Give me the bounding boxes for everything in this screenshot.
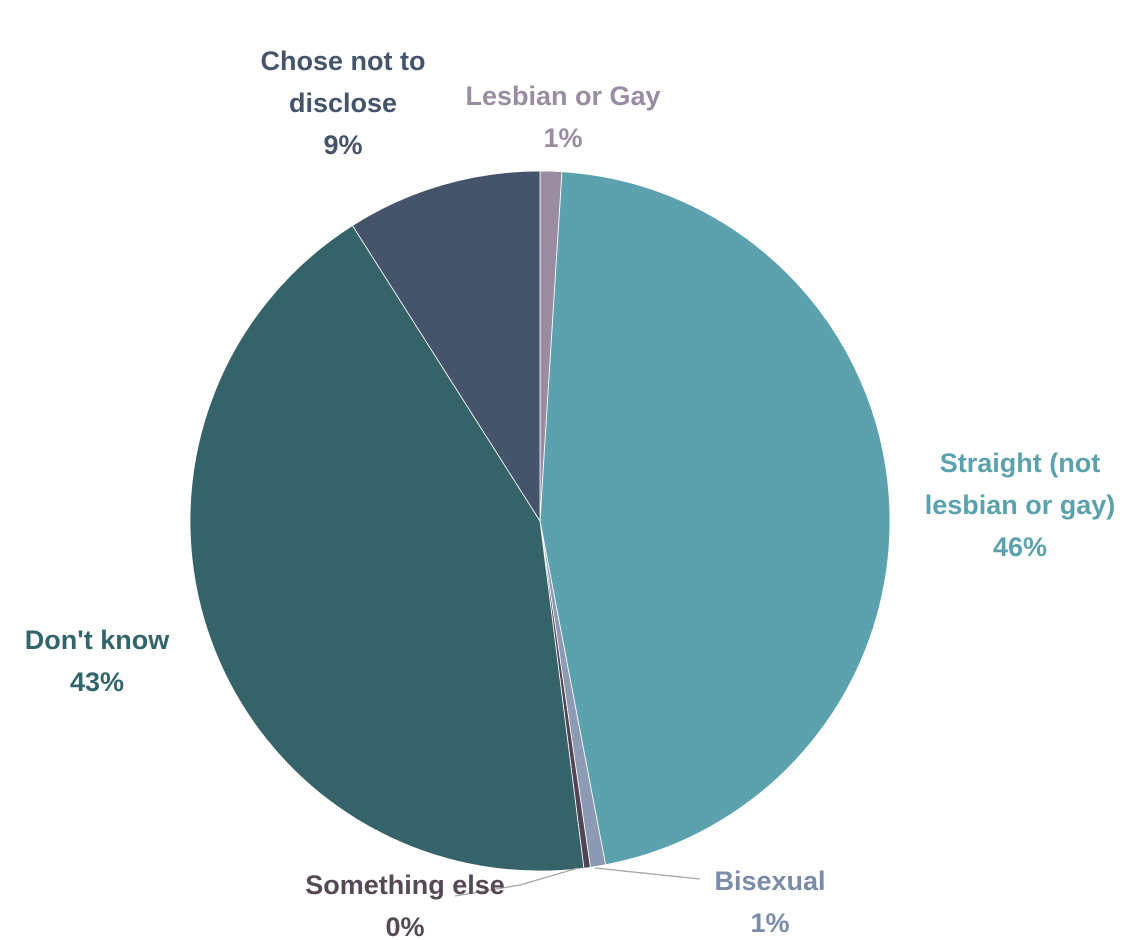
pie-slice-5 — [351, 170, 541, 523]
slice-label-5: Chose not to disclose 9% — [261, 46, 426, 160]
slice-label-0: Lesbian or Gay 1% — [465, 81, 660, 153]
pie-slice-1 — [539, 171, 891, 866]
slice-label-4-line-1: 43% — [70, 667, 124, 697]
pie-slices — [189, 170, 891, 872]
slice-label-1-line-2: 46% — [993, 532, 1047, 562]
slice-label-3-line-0: Something else — [305, 870, 505, 900]
slice-label-1-line-1: lesbian or gay) — [925, 490, 1116, 520]
slice-label-0-line-0: Lesbian or Gay — [465, 81, 660, 111]
leader-line-3 — [454, 867, 579, 897]
slice-label-5-line-1: disclose — [289, 88, 397, 118]
slice-label-2: Bisexual 1% — [714, 866, 825, 938]
slice-label-0-line-1: 1% — [543, 123, 582, 153]
slice-label-2-line-1: 1% — [750, 908, 789, 938]
pie-slice-4 — [189, 224, 585, 872]
slice-label-5-line-0: Chose not to — [261, 46, 426, 76]
slice-label-1: Straight (not lesbian or gay) 46% — [925, 448, 1116, 562]
slice-label-4-line-0: Don't know — [25, 625, 170, 655]
leader-line-2 — [594, 867, 701, 880]
slice-label-4: Don't know 43% — [25, 625, 170, 697]
slice-label-1-line-0: Straight (not — [940, 448, 1100, 478]
slice-label-3: Something else 0% — [305, 870, 505, 940]
slice-labels: Lesbian or Gay 1% Straight (not lesbian or … — [25, 46, 1115, 940]
slice-label-3-line-1: 0% — [385, 912, 424, 940]
slice-label-5-line-2: 9% — [323, 130, 362, 160]
slice-label-2-line-0: Bisexual — [714, 866, 825, 896]
leader-lines — [454, 867, 701, 897]
